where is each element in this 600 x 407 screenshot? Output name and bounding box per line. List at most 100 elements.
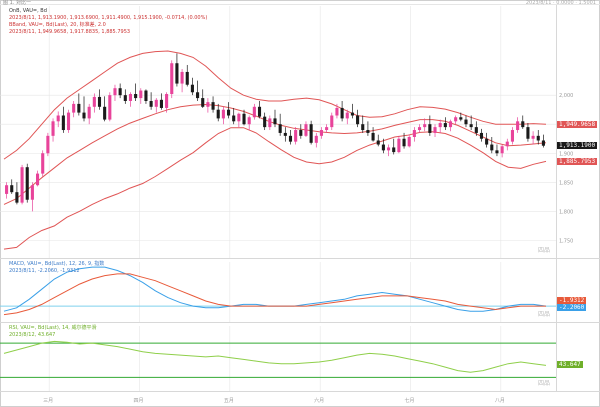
bbands-legend: BBand, VAU=, Bd(Last), 20, 标准差, 2.0 — [9, 22, 106, 28]
candle — [51, 118, 55, 142]
candle-body — [201, 98, 205, 107]
candle-body — [381, 144, 385, 151]
candle — [361, 115, 365, 133]
candle-body — [51, 121, 55, 136]
candle — [448, 119, 453, 132]
candle — [438, 119, 442, 133]
macd-signal-box: -1.9312 — [557, 297, 587, 304]
candle-body — [448, 121, 453, 128]
candle-body — [216, 109, 220, 119]
candle — [392, 138, 396, 155]
candle — [371, 127, 375, 142]
candle — [77, 93, 81, 116]
candle — [15, 182, 19, 205]
rsi-line — [3, 340, 547, 373]
candle — [536, 130, 540, 145]
candle — [154, 98, 158, 113]
candle-body — [490, 144, 494, 151]
candle — [170, 60, 174, 99]
candle-body — [237, 113, 241, 122]
candle-body — [15, 192, 19, 203]
candle-body — [242, 113, 246, 125]
candle — [510, 127, 514, 145]
candle — [325, 124, 329, 133]
candle — [464, 115, 468, 128]
candle-body — [505, 141, 509, 147]
price-tick-label: 1,850 — [559, 180, 573, 186]
candle-body — [56, 115, 60, 122]
candle-body — [113, 88, 117, 96]
candle-body — [25, 167, 29, 200]
signal-line — [3, 273, 546, 316]
candle — [41, 150, 45, 177]
candle — [319, 127, 324, 139]
candle-body — [454, 117, 458, 122]
candle-body — [82, 112, 86, 119]
candle-body — [366, 130, 370, 133]
rsi-panel — [0, 326, 556, 391]
time-tick-label: 三月 — [43, 398, 53, 404]
candle-body — [288, 135, 293, 142]
candle — [495, 144, 499, 157]
candle-body — [103, 106, 107, 120]
price-tick-label: 2,000 — [559, 93, 573, 99]
candle-body — [443, 123, 447, 128]
time-tick-label: 八月 — [495, 398, 505, 404]
candle — [381, 138, 385, 154]
bbands-values: 2023/8/11, 1,949.9658, 1,917.8835, 1,885… — [9, 29, 131, 35]
candle-body — [412, 130, 416, 137]
candle-body — [335, 107, 339, 116]
candle-body — [108, 95, 112, 120]
candle — [118, 83, 122, 99]
candle-body — [41, 153, 45, 174]
candle — [5, 182, 9, 199]
macd-title: MACD, VAU=, Bd(Last), 12, 26, 9, 指数 — [9, 261, 105, 267]
candle — [485, 132, 489, 148]
candle-body — [20, 167, 24, 203]
candle-body — [10, 185, 14, 193]
candle-body — [361, 124, 365, 131]
candle — [263, 112, 267, 131]
candle-body — [134, 94, 138, 99]
candle-body — [325, 127, 329, 131]
upper-band-price-box: 1,949.9658 — [557, 120, 598, 128]
candle — [330, 112, 334, 131]
candle-body — [206, 102, 210, 107]
candle — [273, 109, 277, 128]
candle-body — [149, 100, 153, 107]
candle-body — [30, 185, 34, 200]
candle — [309, 120, 313, 145]
candle-body — [66, 112, 71, 131]
candle — [247, 115, 251, 131]
candle — [25, 163, 29, 203]
candle-body — [469, 124, 473, 128]
candle — [340, 100, 344, 122]
candle — [294, 127, 298, 145]
candle — [185, 64, 189, 87]
rsi-title: RSI, VAU=, Bd(Last), 14, 威尔德平滑 — [9, 325, 97, 331]
candle — [541, 134, 545, 148]
candle-body — [77, 103, 81, 113]
candle-body — [268, 118, 272, 128]
rsi-values: 2023/8/12, 43.647 — [9, 332, 56, 338]
candle-body — [170, 63, 174, 95]
candle — [180, 69, 184, 93]
candle-body — [299, 130, 303, 136]
candle — [211, 96, 215, 113]
candle — [288, 130, 293, 145]
candle — [402, 132, 406, 149]
candle-body — [61, 115, 65, 131]
candle — [350, 103, 354, 119]
candle-body — [226, 109, 231, 116]
macd-values: 2023/8/11, -2.2060, -1.9312 — [9, 268, 80, 274]
candle — [216, 103, 220, 122]
ohlc-readout: 2023/8/11, 1,913.1900, 1,913.6900, 1,911… — [9, 15, 208, 21]
candle — [46, 132, 50, 157]
candle — [299, 124, 303, 139]
candle — [92, 93, 96, 113]
candle-body — [521, 121, 525, 128]
candle-body — [397, 138, 401, 153]
